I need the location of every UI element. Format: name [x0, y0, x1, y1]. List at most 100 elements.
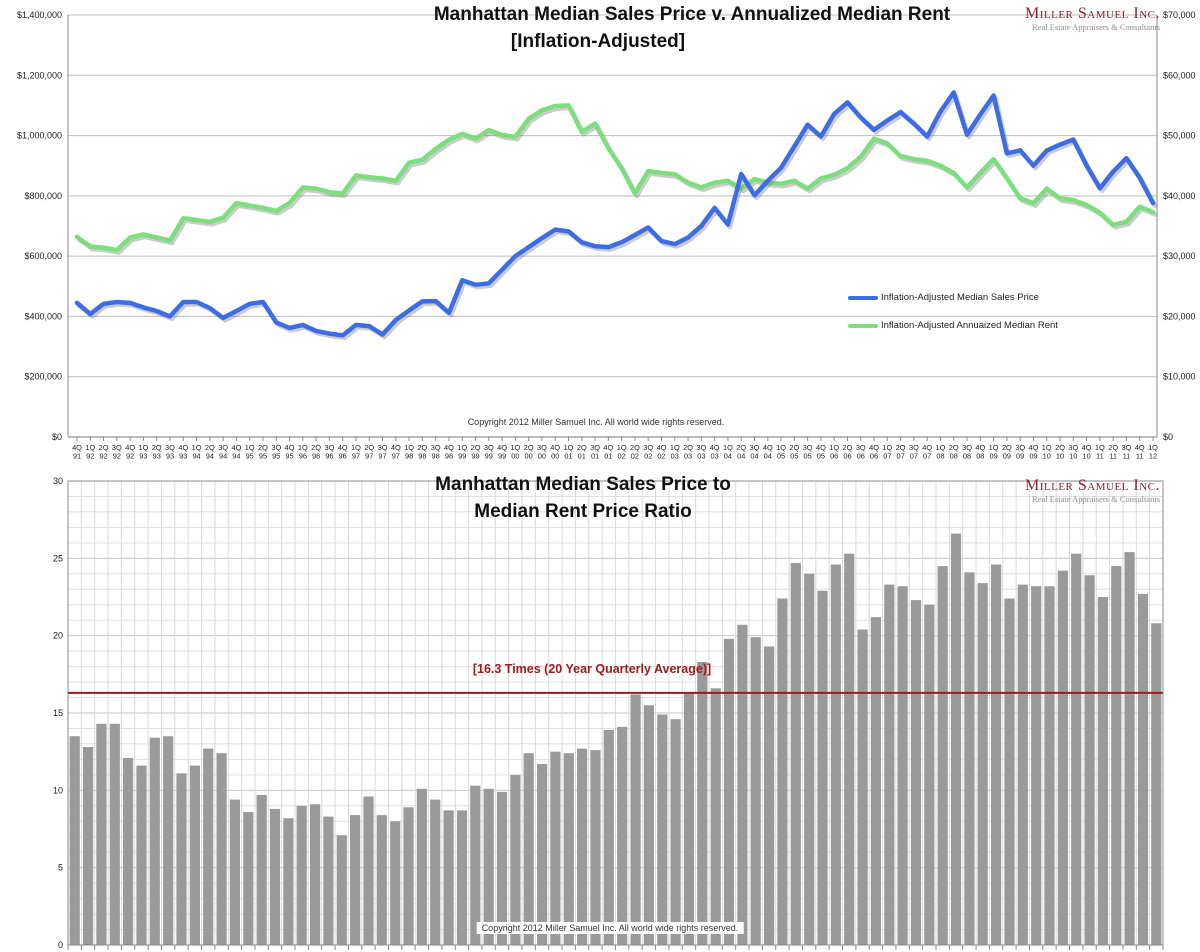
x-tick-label: 1Q 11	[1095, 443, 1105, 461]
ratio-bar	[163, 736, 174, 945]
ratio-bar	[1111, 566, 1122, 945]
x-tick-label: 4Q 93	[178, 443, 188, 461]
x-tick-label: 1Q 02	[617, 443, 627, 461]
x-tick-label: 1Q 99	[457, 443, 467, 461]
x-tick-label: 3Q 03	[696, 443, 706, 461]
ratio-axis-tick-label: 25	[53, 553, 63, 563]
ratio-bar	[884, 584, 895, 945]
top-chart-title: Manhattan Median Sales Price v. Annualiz…	[433, 4, 951, 25]
x-tick-label: 2Q 11	[1108, 443, 1118, 461]
ratio-bar	[991, 564, 1002, 945]
x-tick-label: 1Q 97	[351, 443, 361, 461]
ratio-bar	[630, 694, 641, 945]
ratio-bar	[496, 791, 508, 945]
price-rent-ratio-bar-chart: 30 25 20 15 10 5 0	[53, 476, 1164, 950]
ratio-bar	[149, 737, 160, 945]
ratio-bar	[1084, 575, 1095, 945]
ratio-bar	[537, 764, 548, 945]
ratio-bar	[790, 563, 801, 945]
ratio-bar	[750, 637, 761, 945]
ratio-bar	[804, 573, 815, 945]
ratio-bar	[416, 788, 427, 945]
x-tick-label: 2Q 95	[258, 443, 268, 461]
ratio-bar	[603, 730, 614, 945]
right-axis-tick-label: $0	[1163, 432, 1173, 442]
logo-tagline-bottom: Real Estate Appraisers & Consultants	[1032, 493, 1160, 504]
ratio-bar	[430, 799, 441, 945]
rent-line-swatch	[848, 323, 878, 328]
ratio-bar	[937, 566, 948, 945]
ratio-bar	[83, 747, 94, 945]
rent-line	[74, 103, 1156, 253]
ratio-bar	[69, 736, 80, 945]
ratio-bar	[817, 590, 828, 945]
x-tick-label: 2Q 93	[152, 443, 162, 461]
left-axis-tick-label: $400,000	[24, 311, 62, 321]
ratio-bar	[523, 753, 534, 945]
x-tick-label: 4Q 08	[975, 443, 985, 461]
ratio-bar	[657, 714, 668, 945]
ratio-bar	[310, 804, 321, 945]
x-tick-label: 3Q 05	[803, 443, 813, 461]
ratio-bar	[1071, 553, 1082, 945]
legend-item-rent: Inflation-Adjusted Annuaized Median Rent	[848, 320, 1058, 331]
x-tick-label: 3Q 98	[431, 443, 441, 461]
ratio-bar	[96, 723, 107, 945]
x-tick-label: 2Q 97	[364, 443, 374, 461]
ratio-bar	[256, 795, 267, 945]
logo-name: Miller Samuel Inc.	[1025, 5, 1160, 22]
miller-samuel-logo-bottom: Miller Samuel Inc. Real Estate Appraiser…	[1025, 477, 1160, 504]
x-tick-label: 1Q 98	[404, 443, 414, 461]
ratio-bar	[323, 816, 334, 945]
x-tick-label: 1Q 10	[1042, 443, 1052, 461]
ratio-bar	[697, 662, 708, 945]
ratio-bar	[243, 812, 254, 945]
sales-line	[74, 90, 1156, 338]
x-tick-label: 2Q 06	[843, 443, 853, 461]
ratio-bar	[844, 553, 855, 945]
ratio-axis-tick-label: 30	[53, 476, 63, 486]
right-axis-tick-label: $50,000	[1163, 131, 1196, 141]
x-tick-label: 2Q 02	[630, 443, 640, 461]
x-tick-label: 1Q 93	[138, 443, 148, 461]
x-tick-label: 3Q 02	[643, 443, 653, 461]
x-tick-label: 3Q 08	[962, 443, 972, 461]
ratio-bar	[1017, 584, 1028, 945]
bottom-chart-title-line1: Manhattan Median Sales Price to	[435, 474, 731, 495]
x-tick-label: 1Q 94	[192, 443, 202, 461]
x-tick-label: 3Q 97	[378, 443, 388, 461]
left-axis-tick-label: $1,400,000	[17, 10, 62, 20]
ratio-bar	[563, 753, 574, 945]
ratio-bar	[550, 751, 561, 945]
ratio-bar	[950, 533, 962, 945]
left-axis-tick-label: $200,000	[24, 372, 62, 382]
ratio-axis-tick-label: 10	[53, 785, 63, 795]
x-tick-label: 3Q 93	[165, 443, 175, 461]
x-tick-label: 2Q 07	[896, 443, 906, 461]
ratio-bar	[363, 796, 374, 945]
x-tick-label: 4Q 10	[1082, 443, 1092, 461]
bottom-copyright: Copyright 2012 Miller Samuel Inc. All wo…	[476, 922, 744, 934]
x-tick-label: 3Q 06	[856, 443, 866, 461]
ratio-bar	[683, 692, 695, 945]
ratio-bar	[216, 753, 227, 945]
x-tick-label: 1Q 06	[829, 443, 839, 461]
ratio-bar	[1057, 570, 1068, 945]
ratio-bar	[456, 810, 468, 945]
sales-line-swatch	[848, 295, 878, 300]
logo-name-bottom: Miller Samuel Inc.	[1025, 477, 1160, 494]
x-tick-label: 2Q 05	[789, 443, 799, 461]
right-axis-tick-label: $30,000	[1163, 251, 1196, 261]
x-tick-label: 3Q 09	[1015, 443, 1025, 461]
miller-samuel-logo: Miller Samuel Inc. Real Estate Appraiser…	[1025, 5, 1160, 32]
ratio-bar	[1044, 586, 1055, 945]
ratio-bar	[510, 774, 521, 945]
ratio-bar	[643, 705, 654, 945]
ratio-bar	[857, 629, 868, 945]
x-tick-label: 3Q 00	[537, 443, 547, 461]
legend-item-sales: Inflation-Adjusted Median Sales Price	[848, 292, 1039, 303]
ratio-bar	[123, 757, 134, 945]
x-tick-label: 3Q 11	[1122, 443, 1132, 461]
x-tick-label: 1Q 92	[85, 443, 95, 461]
ratio-bar	[1124, 552, 1135, 945]
